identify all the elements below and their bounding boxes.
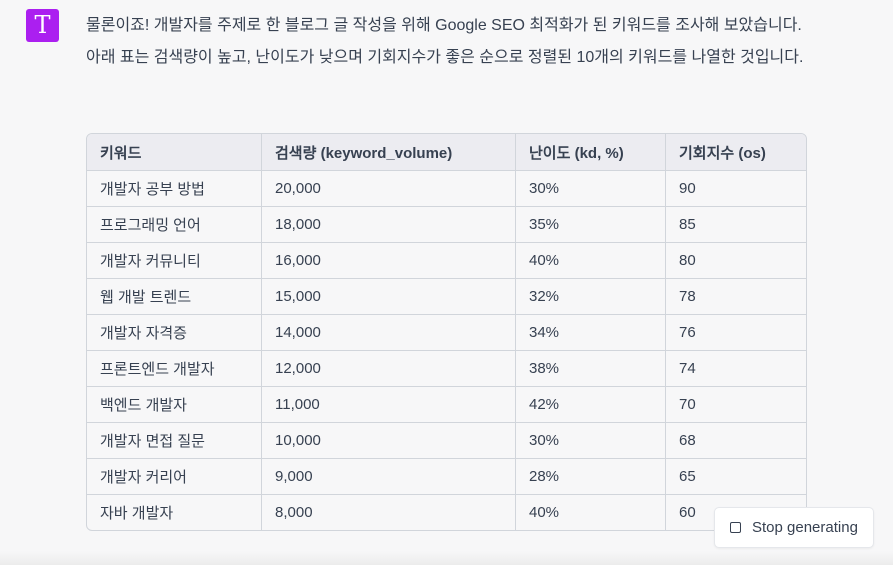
- table-header-row: 키워드 검색량 (keyword_volume) 난이도 (kd, %) 기회지…: [87, 134, 806, 171]
- table-cell: 65: [666, 459, 806, 495]
- table-cell: 70: [666, 387, 806, 423]
- table-row: 백엔드 개발자 11,000 42% 70: [87, 387, 806, 423]
- table-cell: 12,000: [262, 351, 516, 387]
- table-row: 개발자 커리어 9,000 28% 65: [87, 459, 806, 495]
- table-cell: 80: [666, 243, 806, 279]
- table-cell: 60: [679, 504, 696, 521]
- table-cell: 20,000: [262, 171, 516, 207]
- table-cell: 16,000: [262, 243, 516, 279]
- table-cell: 8,000: [262, 495, 516, 530]
- table-cell: 35%: [516, 207, 666, 243]
- table-cell: 웹 개발 트렌드: [87, 279, 262, 315]
- table-cell: 78: [666, 279, 806, 315]
- table-cell: 개발자 공부 방법: [87, 171, 262, 207]
- stop-generating-label: Stop generating: [752, 519, 858, 536]
- table-cell: 자바 개발자: [87, 495, 262, 530]
- table-row: 개발자 면접 질문 10,000 30% 68: [87, 423, 806, 459]
- table-cell: 프론트엔드 개발자: [87, 351, 262, 387]
- column-header: 검색량 (keyword_volume): [262, 134, 516, 171]
- assistant-avatar: T: [26, 9, 59, 42]
- table-cell: 개발자 면접 질문: [87, 423, 262, 459]
- table-cell: 38%: [516, 351, 666, 387]
- stop-generating-button[interactable]: Stop generating: [714, 507, 874, 548]
- table-cell: 85: [666, 207, 806, 243]
- column-header: 키워드: [87, 134, 262, 171]
- table-cell: 34%: [516, 315, 666, 351]
- table-cell: 40%: [516, 243, 666, 279]
- table-cell: 11,000: [262, 387, 516, 423]
- table-cell: 개발자 커리어: [87, 459, 262, 495]
- table-cell: 68: [666, 423, 806, 459]
- table-cell: 90: [666, 171, 806, 207]
- table-cell: 74: [666, 351, 806, 387]
- table-row: 프로그래밍 언어 18,000 35% 85: [87, 207, 806, 243]
- table-cell: 30%: [516, 171, 666, 207]
- table-cell: 15,000: [262, 279, 516, 315]
- table-cell: 30%: [516, 423, 666, 459]
- table-cell: 프로그래밍 언어: [87, 207, 262, 243]
- table-cell: 40%: [516, 495, 666, 530]
- table-row: 웹 개발 트렌드 15,000 32% 78: [87, 279, 806, 315]
- table-cell: 백엔드 개발자: [87, 387, 262, 423]
- column-header: 기회지수 (os): [666, 134, 806, 171]
- table-cell: 14,000: [262, 315, 516, 351]
- table-cell: 76: [666, 315, 806, 351]
- table-cell: 개발자 자격증: [87, 315, 262, 351]
- keyword-table: 키워드 검색량 (keyword_volume) 난이도 (kd, %) 기회지…: [86, 133, 807, 531]
- table-row: 개발자 자격증 14,000 34% 76: [87, 315, 806, 351]
- table-row: 개발자 커뮤니티 16,000 40% 80: [87, 243, 806, 279]
- table-cell: 10,000: [262, 423, 516, 459]
- table-cell: 32%: [516, 279, 666, 315]
- table-cell: 28%: [516, 459, 666, 495]
- table-row: 프론트엔드 개발자 12,000 38% 74: [87, 351, 806, 387]
- table-cell: 18,000: [262, 207, 516, 243]
- bottom-fade: [0, 551, 893, 565]
- stop-square-icon: [730, 522, 741, 533]
- column-header: 난이도 (kd, %): [516, 134, 666, 171]
- assistant-message-text: 물론이죠! 개발자를 주제로 한 블로그 글 작성을 위해 Google SEO…: [86, 17, 804, 66]
- table-row: 개발자 공부 방법 20,000 30% 90: [87, 171, 806, 207]
- table-row: 자바 개발자 8,000 40% 60: [87, 495, 806, 530]
- table-cell: 개발자 커뮤니티: [87, 243, 262, 279]
- table-cell: 42%: [516, 387, 666, 423]
- table-cell: 9,000: [262, 459, 516, 495]
